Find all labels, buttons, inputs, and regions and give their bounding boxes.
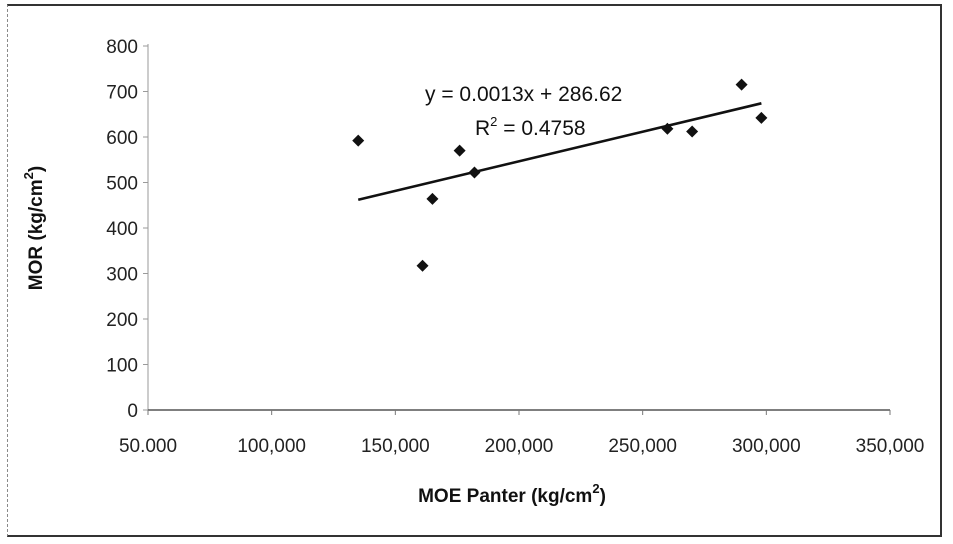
x-tick-label: 150,000 <box>361 436 430 457</box>
data-point <box>735 78 748 91</box>
data-point <box>352 134 365 147</box>
y-tick-label: 200 <box>106 310 138 331</box>
y-tick-label: 300 <box>106 265 138 286</box>
data-point <box>426 192 439 205</box>
data-point <box>453 144 466 157</box>
x-axis-title-tail: ) <box>600 486 606 507</box>
y-tick-label: 0 <box>127 401 138 422</box>
x-tick-label: 300,000 <box>732 436 801 457</box>
data-point <box>468 166 481 179</box>
data-points <box>352 78 768 272</box>
r-squared-base: R <box>475 117 490 140</box>
chart-frame <box>7 4 942 537</box>
y-axis-title-sup: 2 <box>21 172 36 179</box>
y-axis-title-tail: ) <box>26 166 47 172</box>
x-tick-label: 350,000 <box>856 436 925 457</box>
trendline <box>357 102 762 201</box>
y-axis-title-base: MOR (kg/cm <box>26 179 47 290</box>
data-point <box>416 259 429 272</box>
data-point <box>661 122 674 135</box>
y-axis-title: MOR (kg/cm2) <box>21 166 47 290</box>
trendline-group <box>357 102 762 201</box>
x-tick-label: 100,000 <box>237 436 306 457</box>
r-squared-value: = 0.4758 <box>497 117 585 140</box>
y-axis: 0 100 200 300 400 500 600 700 800 <box>106 37 149 422</box>
data-point <box>686 125 699 138</box>
x-axis-title-sup: 2 <box>592 481 599 496</box>
x-tick-label: 200,000 <box>485 436 554 457</box>
y-tick-label: 800 <box>106 37 138 58</box>
x-tick-label: 50.000 <box>119 436 177 457</box>
data-point <box>755 111 768 124</box>
trendline-equation: y = 0.0013x + 286.62 <box>425 83 622 106</box>
x-axis-title: MOE Panter (kg/cm2) <box>418 481 606 507</box>
y-tick-label: 500 <box>106 174 138 195</box>
r-squared-sup: 2 <box>490 114 497 129</box>
r-squared-label: R2 = 0.4758 <box>475 114 586 140</box>
y-tick-label: 100 <box>106 356 138 377</box>
x-tick-label: 250,000 <box>608 436 677 457</box>
x-axis-title-base: MOE Panter (kg/cm <box>418 486 592 507</box>
x-axis: 50.000 100,000 150,000 200,000 250,000 300,00… <box>119 409 925 457</box>
y-tick-label: 700 <box>106 83 138 104</box>
y-tick-label: 600 <box>106 128 138 149</box>
y-tick-label: 400 <box>106 219 138 240</box>
